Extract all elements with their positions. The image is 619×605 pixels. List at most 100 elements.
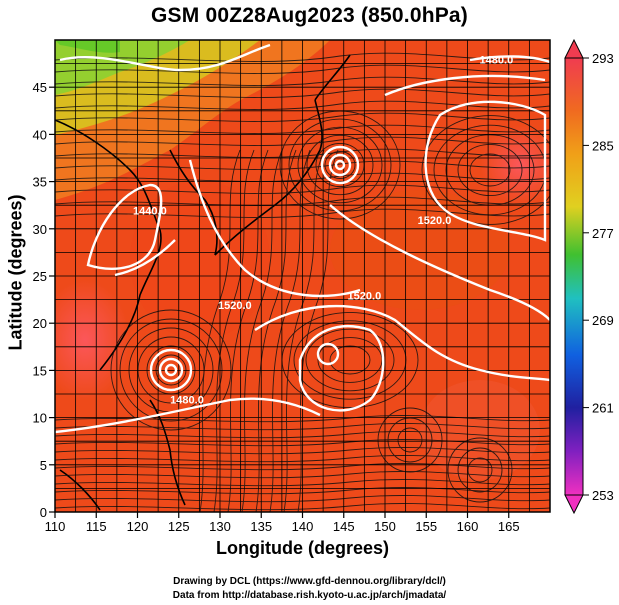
- x-tick-label: 110: [45, 519, 66, 534]
- streamline: [55, 455, 550, 463]
- x-axis-title: Longitude (degrees): [215, 538, 389, 558]
- colorbar: 293 285 277 269 261 253: [564, 38, 614, 515]
- typhoon-north-mid: [328, 153, 352, 177]
- streamline: [55, 447, 550, 455]
- streamline: [329, 345, 371, 375]
- y-tick-label: 35: [33, 175, 47, 190]
- credit-drawing: Drawing by DCL (https://www.gfd-dennou.o…: [173, 576, 446, 587]
- streamline: [279, 110, 401, 220]
- gridlines: [54, 39, 551, 513]
- streamline: [288, 118, 392, 212]
- streamline: [269, 149, 311, 512]
- contour-label: 1520.0: [418, 215, 452, 227]
- streamline: [55, 64, 550, 74]
- colorbar-bottom-arrow: [564, 494, 584, 515]
- contour-label: 1480.0: [480, 55, 514, 67]
- colorbar-bar: [564, 57, 584, 496]
- streamline: [324, 151, 356, 179]
- map-title: GSM 00Z28Aug2023 (850.0hPa): [150, 4, 469, 27]
- streamline: [457, 143, 523, 197]
- contour-north-1: [59, 43, 271, 72]
- hokkaido-coast: [314, 54, 351, 101]
- contour-high-ne: [424, 100, 547, 242]
- colorbar-label: 277: [592, 226, 614, 241]
- streamline: [305, 328, 395, 392]
- china-coast: [55, 119, 162, 371]
- y-tick-label: 40: [33, 127, 47, 142]
- streamline: [297, 126, 383, 204]
- y-tick-label: 0: [40, 505, 47, 520]
- colorbar-label: 285: [592, 138, 614, 153]
- typhoon-south-outer: [149, 348, 193, 392]
- streamline: [297, 149, 339, 512]
- x-axis: 110 115 120 125 130 135 140 145 150 155 160 165: [45, 512, 520, 534]
- contour-1520-east: [329, 204, 550, 321]
- streamline: [55, 100, 550, 110]
- streamline: [55, 184, 550, 194]
- colorbar-label: 269: [592, 313, 614, 328]
- x-tick-label: 130: [209, 519, 231, 534]
- streamline: [227, 149, 269, 512]
- x-tick-label: 155: [415, 519, 437, 534]
- streamline: [55, 196, 550, 206]
- streamline: [445, 134, 535, 206]
- streamline: [55, 471, 550, 479]
- streamline: [55, 136, 550, 146]
- streamline: [387, 417, 433, 463]
- streamline: [55, 463, 550, 471]
- x-tick-label: 115: [86, 519, 107, 534]
- contour-1520-central: [254, 304, 550, 382]
- streamline: [55, 88, 550, 98]
- height-contours: [55, 43, 550, 434]
- streamline: [377, 407, 443, 473]
- y-tick-label: 5: [40, 458, 47, 473]
- x-tick-label: 135: [250, 519, 272, 534]
- credit-data: Data from http://database.rish.kyoto-u.a…: [172, 590, 447, 601]
- colorbar-label: 261: [592, 401, 614, 416]
- streamline: [55, 112, 550, 122]
- y-tick-label: 10: [33, 411, 47, 426]
- x-tick-label: 160: [457, 519, 479, 534]
- y-axis: 0 5 10 15 20 25 30 35 40 45: [33, 80, 55, 520]
- y-tick-label: 30: [33, 222, 47, 237]
- y-tick-label: 25: [33, 269, 47, 284]
- contour-labels: 1480.0 1440.0 1520.0 1520.0 1520.0 1480.0: [133, 55, 513, 407]
- y-axis-title: Latitude (degrees): [5, 194, 26, 351]
- typhoon-north-inner: [334, 159, 346, 171]
- streamline: [55, 479, 550, 487]
- x-tick-label: 165: [498, 519, 520, 534]
- contour-label: 1520.0: [348, 291, 382, 303]
- x-tick-label: 140: [292, 519, 314, 534]
- streamline: [447, 437, 513, 503]
- streamline: [213, 149, 255, 512]
- typhoon-south-mid: [158, 357, 184, 383]
- colorbar-label: 253: [592, 488, 614, 503]
- x-tick-label: 120: [127, 519, 149, 534]
- streamline: [397, 427, 423, 453]
- x-tick-label: 145: [333, 519, 355, 534]
- philippines-coast: [149, 399, 186, 506]
- contour-ne-2: [384, 74, 546, 97]
- streamline: [306, 134, 374, 196]
- streamline: [55, 495, 550, 503]
- streamline: [55, 423, 550, 431]
- streamline: [55, 439, 550, 447]
- streamline: [55, 503, 550, 511]
- colorbar-top-arrow: [564, 38, 584, 59]
- high-center-ring: [316, 342, 340, 366]
- contour-label: 1520.0: [218, 300, 252, 312]
- streamline: [55, 76, 550, 86]
- streamline: [55, 431, 550, 439]
- contour-ne: [469, 55, 550, 64]
- contour-1480-south: [55, 397, 321, 434]
- y-tick-label: 45: [33, 80, 47, 95]
- streamline: [469, 153, 511, 187]
- streamline: [283, 149, 325, 512]
- typhoon-south-inner: [164, 363, 178, 377]
- x-tick-label: 150: [374, 519, 396, 534]
- streamline: [241, 149, 283, 512]
- streamline: [467, 457, 493, 483]
- streamline: [55, 487, 550, 495]
- contour-1520-west: [188, 159, 361, 298]
